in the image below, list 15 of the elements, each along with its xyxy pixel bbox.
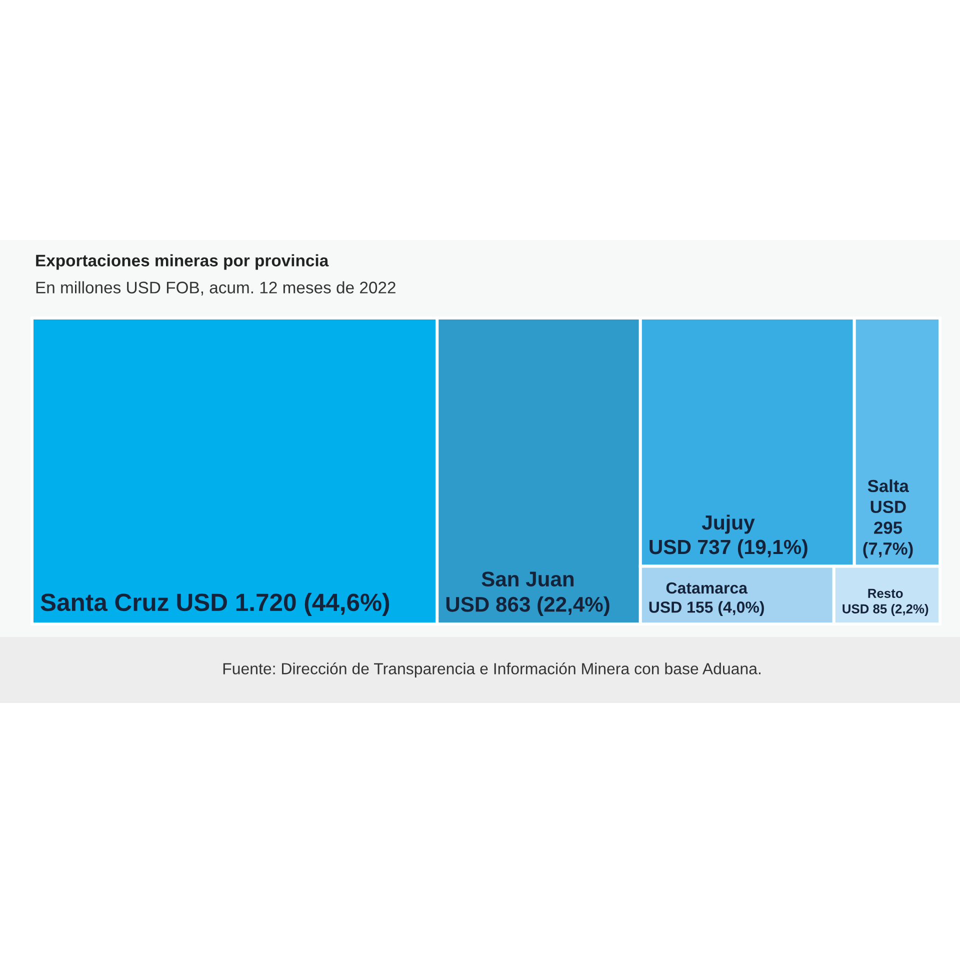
data-label: USD 295 (7,7%): [863, 500, 913, 558]
text: Exportaciones mineras por provincia: [36, 254, 329, 270]
data-label: USD 737 (19,1%): [650, 539, 808, 558]
data-label: USD 155 (4,0%): [649, 601, 764, 616]
data-label: USD 85 (2,2%): [842, 604, 928, 616]
category-label: Santa Cruz: [40, 594, 168, 612]
category-label: Salta: [868, 479, 910, 492]
data-label: USD 1.720 (44,6%): [177, 592, 390, 616]
source-note: Fuente: Dirección de Transparencia e Información Minera con base Aduana.: [223, 662, 760, 678]
category-label: San Juan: [482, 572, 574, 587]
category-label: Catamarca: [666, 582, 748, 594]
text: En millones USD FOB, acum. 12 meses de 2022: [36, 281, 396, 296]
data-label: USD 863 (22,4%): [446, 596, 610, 616]
category-label: Jujuy: [702, 514, 755, 534]
category-label: Resto: [868, 588, 903, 598]
